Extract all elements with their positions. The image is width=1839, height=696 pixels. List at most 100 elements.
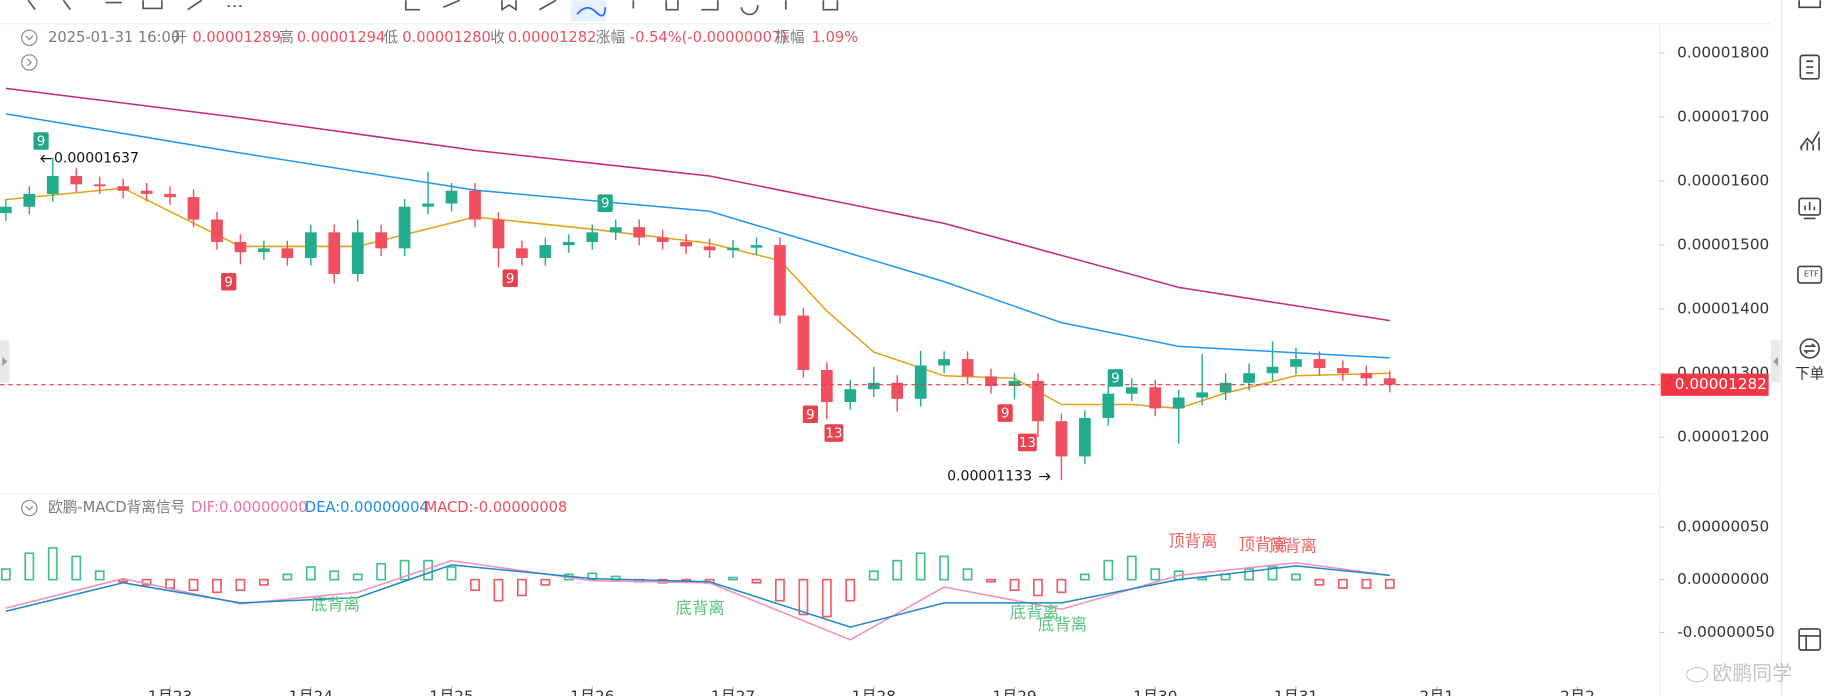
x-tick-label: 1月28	[852, 688, 896, 696]
candle-body	[961, 359, 974, 377]
macd-bar	[305, 566, 316, 581]
candle-body	[1172, 397, 1185, 409]
candle-body	[1290, 359, 1302, 367]
x-tick-label: 2月2	[1560, 688, 1595, 696]
candle-body	[1196, 392, 1209, 398]
candle-body	[844, 389, 857, 403]
sidebar-icon[interactable]	[1798, 0, 1822, 9]
signal-badge	[502, 269, 518, 288]
signal-label: 9	[37, 134, 46, 150]
etf-icon-text: ETF	[1804, 269, 1819, 279]
candle-body	[1079, 418, 1091, 457]
sidebar-icon[interactable]	[1797, 265, 1823, 284]
signal-label: 9	[601, 196, 610, 212]
x-tick-label: 1月31	[1274, 688, 1318, 696]
macd-bar	[775, 578, 785, 602]
macd-bar	[1103, 559, 1114, 581]
divergence-label: 底背离	[676, 598, 725, 617]
expand-icon[interactable]	[21, 54, 38, 71]
high-label: 0.00001637	[54, 151, 139, 167]
y-tick-label: -0.00000050	[1677, 623, 1775, 641]
macd-bar	[1126, 555, 1137, 581]
candle-body	[234, 241, 247, 253]
x-tick-label: 1月29	[992, 688, 1036, 696]
low-label: 0.00001133	[947, 469, 1032, 485]
sidebar-icon-detail	[1806, 60, 1814, 74]
x-tick-label: 2月1	[1419, 688, 1454, 696]
sidebar-icon[interactable]	[1799, 54, 1820, 80]
macd-bar	[986, 578, 996, 583]
macd-bar	[1056, 578, 1067, 594]
header-label: 收	[490, 29, 505, 46]
sidebar-icon[interactable]	[1798, 628, 1822, 651]
candle-body	[1125, 387, 1138, 394]
header-label: 高	[279, 29, 294, 46]
macd-bar	[516, 578, 527, 597]
macd-bar	[71, 555, 82, 581]
candle-body	[445, 190, 458, 204]
left-handle-arrow	[2, 356, 8, 367]
sidebar-icon[interactable]	[1799, 131, 1820, 151]
candle-body	[164, 193, 176, 198]
signal-badge	[997, 404, 1013, 422]
signal-label: 9	[806, 407, 815, 423]
candle-body	[0, 206, 12, 214]
candle-body	[351, 232, 364, 274]
macd-bar	[1291, 573, 1301, 581]
macd-bar	[1033, 578, 1043, 597]
divergence-label: 底背离	[311, 595, 360, 614]
macd-header: 欧鹏-MACD背离信号	[21, 499, 185, 517]
expand-chevron	[27, 58, 32, 67]
macd-bar	[1009, 578, 1020, 592]
price-header: 2025-01-31 16:00 开 0.00001289 高 0.000012…	[21, 29, 858, 71]
sidebar-icon[interactable]	[1798, 197, 1822, 216]
macd-bar	[94, 570, 105, 581]
toolbar	[27, 0, 839, 22]
signal-badge	[33, 132, 49, 150]
signal-label: 9	[224, 274, 233, 290]
sidebar-order-label[interactable]: 下单	[1795, 365, 1824, 382]
x-tick-label: 1月24	[289, 688, 333, 696]
toolbar-icons[interactable]	[27, 0, 839, 16]
x-tick-label: 1月27	[711, 688, 755, 696]
macd-bar	[1314, 578, 1325, 586]
divergence-label: 顶背离	[1168, 532, 1217, 551]
collapse-icon[interactable]	[21, 29, 38, 46]
macd-bar	[1079, 573, 1090, 581]
candle-body	[750, 245, 763, 248]
candle-body	[774, 245, 786, 316]
candle-body	[117, 186, 130, 191]
y-tick-label: 0.00001800	[1677, 44, 1769, 62]
macd-bar	[212, 578, 222, 594]
header-value: 0.00001289	[192, 29, 281, 46]
candle-body	[23, 193, 36, 207]
x-tick-label: 1月26	[570, 688, 614, 696]
candle-body	[938, 359, 950, 366]
y-tick-label: 0.00001500	[1677, 236, 1769, 254]
divergence-label: 顶背离	[1268, 536, 1317, 555]
candle-body	[633, 227, 646, 238]
candle-body	[1055, 421, 1068, 457]
signal-badge	[824, 424, 844, 442]
signal-label: 13	[825, 426, 842, 442]
header-value: 0.00001282	[508, 29, 597, 46]
macd-bar	[915, 552, 926, 581]
toolbar-active-icon[interactable]	[576, 7, 607, 17]
sidebar	[1797, 0, 1823, 651]
macd-bar	[892, 559, 903, 581]
candle-body	[328, 232, 341, 274]
indicator-title: 欧鹏-MACD背离信号	[48, 499, 185, 516]
candle-body	[891, 382, 904, 399]
sidebar-order-icon[interactable]	[1799, 338, 1820, 359]
signal-badge	[1018, 433, 1037, 452]
toolbar-active[interactable]	[571, 0, 607, 22]
header-label: 开	[172, 29, 187, 46]
candle-body	[492, 219, 505, 249]
macd-bar	[868, 570, 879, 581]
indicator-legend: DEA:0.00000004	[305, 499, 429, 516]
collapse-icon[interactable]	[21, 499, 38, 517]
macd-bar	[235, 578, 246, 592]
candle-body	[1243, 373, 1255, 383]
